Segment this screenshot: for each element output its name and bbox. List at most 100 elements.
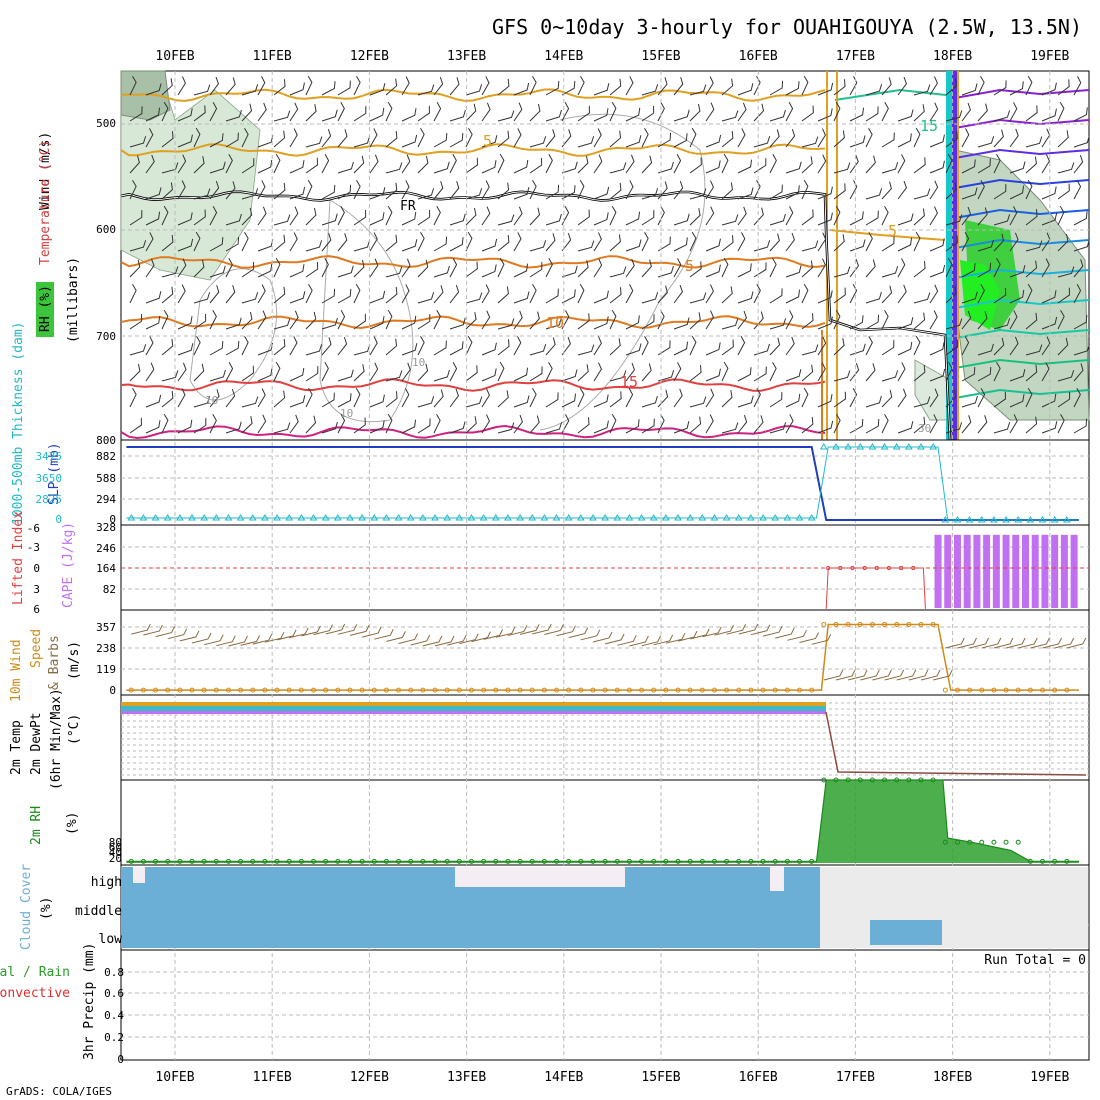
wind-barb [497, 182, 510, 200]
temperature-contour [829, 229, 946, 241]
wind-barb [417, 127, 425, 148]
wind-barb [561, 80, 576, 96]
wind-barb [401, 419, 417, 434]
wind-barb [689, 416, 702, 434]
wind-barb [481, 368, 497, 382]
wind-barb [865, 418, 880, 434]
wind-barb [417, 209, 431, 226]
thickness-marker [734, 514, 743, 521]
wind-barb [769, 392, 783, 408]
wind-barb [129, 210, 143, 226]
thickness-marker [1014, 516, 1023, 523]
wind-speed-marker [578, 687, 584, 693]
wind-barb [721, 235, 734, 252]
wind-barb [641, 363, 652, 382]
wind-barb-10m [422, 635, 443, 647]
wind-barb [129, 155, 140, 174]
wind-barb [465, 416, 477, 434]
wind-barb [225, 109, 242, 122]
wind-barb [353, 417, 366, 434]
wind-barb [977, 366, 992, 382]
wind-barb [833, 205, 841, 226]
wind-barb [177, 238, 194, 252]
thickness-marker [516, 514, 524, 521]
wind-barb [241, 103, 253, 122]
wind-barb [385, 413, 393, 434]
date-label-top: 15FEB [641, 49, 680, 64]
wind-barb [913, 188, 931, 200]
wind-barb [801, 209, 814, 226]
wind-barb [545, 392, 559, 408]
precip-tick-2: 0.4 [104, 1009, 124, 1022]
wind-barb [417, 259, 429, 278]
rh2m-marker [359, 858, 365, 864]
temperature-contour [954, 298, 1090, 309]
wind-barb [337, 205, 345, 226]
cloud-unit: (%) [39, 897, 54, 920]
wind-barb [465, 207, 477, 226]
wind-barb [993, 318, 1011, 330]
wind-speed-marker [153, 687, 159, 693]
wind-barb [305, 104, 317, 122]
wind-barb [1009, 265, 1026, 278]
wind-barb [865, 155, 876, 174]
thickness-marker [309, 514, 318, 521]
wind-barb [161, 131, 174, 148]
wind10-tick-3: 0 [109, 684, 116, 697]
wind-barb [977, 262, 992, 278]
slp-line [126, 446, 1079, 521]
wind-barb [1073, 314, 1088, 330]
wind-barb [769, 288, 783, 304]
wind-barb [337, 161, 354, 174]
wind-barb [897, 180, 907, 200]
wind-barb [577, 105, 590, 122]
wind-barb [673, 154, 682, 174]
wind-barb [769, 257, 777, 278]
wind-barb [1009, 394, 1025, 408]
wind-barb [497, 390, 509, 408]
wind-barb [177, 134, 193, 148]
wind-barb [913, 261, 926, 278]
rh2m-marker [213, 858, 219, 864]
wind-barb [833, 413, 841, 434]
temperature-contour [954, 358, 1090, 369]
wind10-tick-1: 238 [96, 642, 116, 655]
wind-barb [929, 180, 939, 200]
wind-barb [369, 394, 385, 408]
wind-barb [1073, 180, 1082, 200]
wind-barb [801, 75, 809, 96]
wind-barb [881, 162, 899, 174]
wind-barb [289, 206, 299, 226]
wind-barb [833, 130, 845, 148]
wind-barb [929, 342, 945, 356]
wind-barb [177, 258, 187, 278]
wind-barb [193, 105, 206, 122]
wind-barb [209, 161, 226, 174]
wind-barb [449, 362, 458, 382]
rh-legend-swatch [36, 282, 54, 337]
thickness-marker [868, 443, 877, 450]
wind-barb [849, 258, 859, 278]
wind-barb [273, 390, 286, 408]
wind-barb [993, 257, 1001, 278]
wind-barb [321, 109, 338, 122]
wind-barb [305, 387, 313, 408]
wind-barb [801, 179, 809, 200]
wind-barb-10m [653, 634, 674, 646]
thickness-marker [139, 514, 148, 521]
wind-barb [225, 181, 236, 200]
wind-barb [833, 338, 845, 356]
wind-barb [1073, 211, 1088, 226]
wind-barb [817, 394, 833, 408]
wind-barb [897, 133, 912, 148]
wind-barb [1009, 206, 1018, 226]
thickness-marker [941, 516, 950, 523]
wind-speed-marker [882, 622, 888, 627]
wind-barb [513, 291, 530, 304]
wind-speed-marker [189, 687, 195, 693]
wind-barb [785, 336, 795, 356]
wind-barb [785, 161, 802, 174]
wind-barb [1041, 421, 1058, 434]
wind-barb [225, 421, 242, 434]
temp-5-label-a: 5 [483, 132, 492, 150]
